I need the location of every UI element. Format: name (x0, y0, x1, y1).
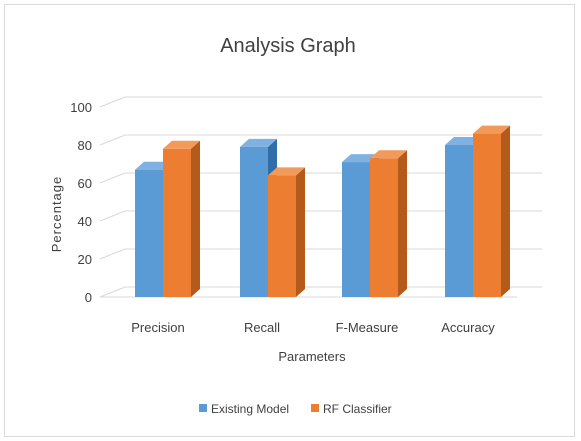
gridline-diagonal (99, 172, 126, 184)
bar-front (473, 133, 501, 297)
y-tick-label: 80 (78, 138, 92, 153)
bar-side (501, 125, 510, 297)
bar-side (296, 167, 305, 297)
x-tick-label: Precision (131, 320, 184, 335)
gridline-diagonal (99, 210, 126, 222)
legend-label: Existing Model (211, 402, 289, 416)
legend-swatch (199, 404, 207, 412)
bar-side (398, 150, 407, 297)
bar-front (445, 145, 473, 297)
x-tick-label: F-Measure (336, 320, 399, 335)
gridline-diagonal (99, 286, 126, 298)
x-tick-label: Recall (244, 320, 280, 335)
bar-top (163, 140, 200, 149)
gridline-diagonal (99, 96, 126, 108)
bar-top (370, 150, 407, 159)
bar-front (163, 148, 191, 297)
bar-front (240, 146, 268, 297)
x-tick-labels: Precision Recall F-Measure Accuracy (131, 320, 495, 335)
legend-label: RF Classifier (323, 402, 392, 416)
bar-top (473, 125, 510, 134)
y-axis-label: Percentage (49, 176, 64, 253)
legend: Existing Model RF Classifier (199, 402, 392, 416)
bar-1-2 (370, 150, 407, 297)
gridline-diagonal (99, 134, 126, 146)
y-tick-labels: 0 20 40 60 80 100 (70, 100, 92, 305)
chart-title: Analysis Graph (220, 35, 356, 57)
legend-swatch (311, 404, 319, 412)
bar-1-0 (163, 140, 200, 297)
bar-1-3 (473, 125, 510, 297)
bar-top (342, 154, 379, 163)
x-axis-label: Parameters (278, 349, 346, 364)
bar-side (191, 140, 200, 297)
bar-front (370, 158, 398, 297)
bar-top (445, 137, 482, 145)
bar-front (135, 169, 163, 297)
bar-front (268, 175, 296, 297)
x-tick-label: Accuracy (441, 320, 495, 335)
bar-top (135, 161, 172, 170)
bar-1-1 (268, 167, 305, 297)
gridline-diagonal (99, 248, 126, 260)
bar-top (240, 138, 277, 147)
y-tick-label: 40 (78, 214, 92, 229)
bars (135, 125, 510, 297)
y-tick-label: 20 (78, 252, 92, 267)
y-tick-label: 100 (70, 100, 92, 115)
bar-top (268, 167, 305, 176)
y-tick-label: 60 (78, 176, 92, 191)
bar-front (342, 162, 370, 297)
y-tick-label: 0 (85, 290, 92, 305)
